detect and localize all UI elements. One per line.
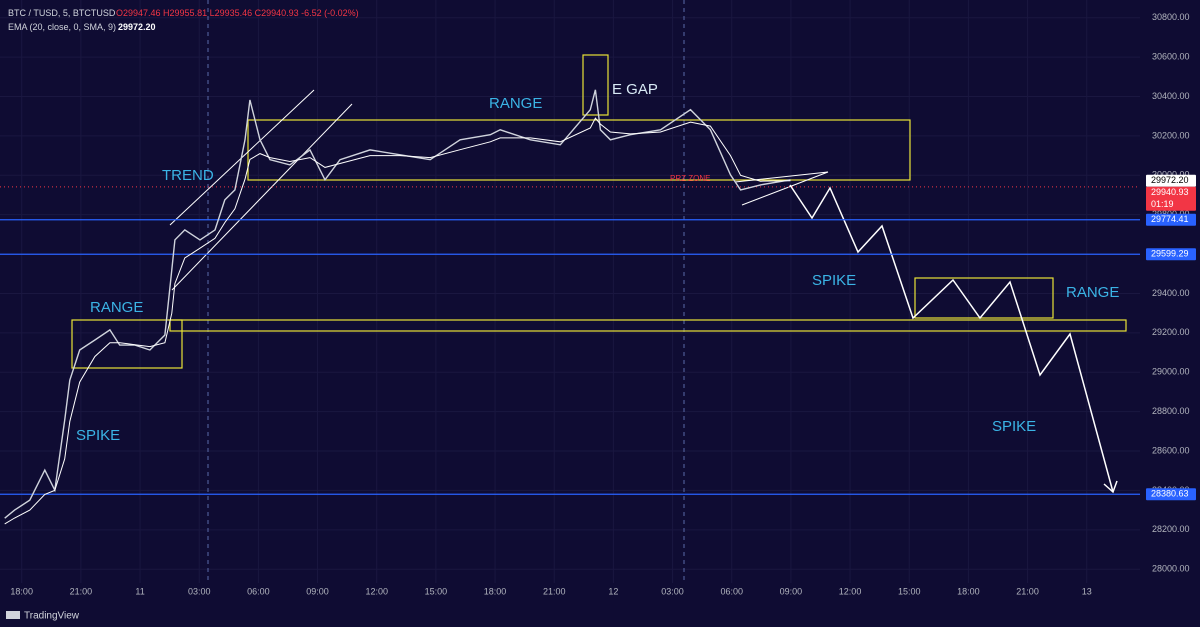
y-tick-label: 30400.00 <box>1152 91 1190 101</box>
level-label: 29599.29 <box>1151 249 1189 259</box>
x-tick-label: 09:00 <box>780 586 803 596</box>
y-tick-label: 28000.00 <box>1152 564 1190 574</box>
level-label-box <box>1146 488 1196 501</box>
level-label-box <box>1146 248 1196 261</box>
annotation: RANGE <box>489 95 542 112</box>
y-tick-label: 29200.00 <box>1152 327 1190 337</box>
x-tick-label: 18:00 <box>957 586 980 596</box>
y-tick-label: 30200.00 <box>1152 130 1190 140</box>
price-line <box>4 89 791 519</box>
triangle <box>734 171 829 206</box>
logo <box>6 611 20 619</box>
axes: 28000.0028200.0028400.0028600.0028800.00… <box>10 12 1196 596</box>
annotation: SPIKE <box>992 418 1036 435</box>
x-tick-label: 11 <box>135 586 144 596</box>
last-price-label: 29940.93 <box>1151 187 1189 197</box>
y-tick-label: 30600.00 <box>1152 51 1190 61</box>
indicator: EMA (20, close, 0, SMA, 9) <box>8 22 116 32</box>
y-tick-label: 29400.00 <box>1152 288 1190 298</box>
annotation: RANGE <box>1066 284 1119 301</box>
x-tick-label: 12:00 <box>365 586 388 596</box>
x-tick-label: 12:00 <box>839 586 862 596</box>
countdown: 01:19 <box>1151 199 1174 209</box>
x-tick-label: 13 <box>1082 586 1092 596</box>
price-axis <box>1140 0 1200 627</box>
zone-box <box>169 319 1127 332</box>
x-tick-label: 06:00 <box>247 586 270 596</box>
gap-box <box>582 54 609 116</box>
x-tick-label: 09:00 <box>306 586 329 596</box>
annotation: TREND <box>162 167 214 184</box>
level-label: 28380.63 <box>1151 489 1189 499</box>
x-tick-label: 15:00 <box>898 586 921 596</box>
x-tick-label: 06:00 <box>720 586 743 596</box>
y-tick-label: 28600.00 <box>1152 445 1190 455</box>
y-tick-label: 28200.00 <box>1152 524 1190 534</box>
channel-line <box>171 103 353 291</box>
brand: TradingView <box>24 611 80 622</box>
annotation: E GAP <box>612 81 658 98</box>
symbol: BTC / TUSD, 5, BTCTUSD <box>8 8 116 18</box>
level-label-box <box>1146 213 1196 226</box>
x-tick-label: 21:00 <box>543 586 566 596</box>
x-tick-label: 12 <box>608 586 618 596</box>
annotation: SPIKE <box>812 272 856 289</box>
level-label: 29774.41 <box>1151 214 1189 224</box>
y-tick-label: 28800.00 <box>1152 406 1190 416</box>
x-tick-label: 03:00 <box>661 586 684 596</box>
y-tick-label: 30800.00 <box>1152 12 1190 22</box>
annotation: RANGE <box>90 299 143 316</box>
range-box <box>71 319 183 369</box>
x-tick-label: 21:00 <box>70 586 93 596</box>
range-box <box>914 277 1054 319</box>
x-tick-label: 03:00 <box>188 586 211 596</box>
y-tick-label: 30000.00 <box>1152 170 1190 180</box>
x-tick-label: 18:00 <box>10 586 33 596</box>
range-box <box>247 119 911 181</box>
arrow-head <box>1103 480 1118 494</box>
drawings <box>71 54 1127 369</box>
ohlc: O29947.46 H29955.81 L29935.46 C29940.93 … <box>116 8 359 18</box>
x-tick-label: 15:00 <box>425 586 448 596</box>
projection-path <box>789 184 1114 493</box>
annotation: SPIKE <box>76 427 120 444</box>
price-line <box>4 117 791 525</box>
ema-label: 29972.20 <box>1151 175 1189 185</box>
last-price-box <box>1146 186 1196 211</box>
y-tick-label: 29000.00 <box>1152 367 1190 377</box>
indicator-value: 29972.20 <box>118 22 156 32</box>
plot: TREND RANGE SPIKE RANGE E GAP PRZ ZONE SPIKE RA… <box>0 81 1140 525</box>
x-tick-label: 21:00 <box>1016 586 1039 596</box>
ema-label-box <box>1146 174 1196 187</box>
annotation: PRZ ZONE <box>670 174 710 183</box>
x-tick-label: 18:00 <box>484 586 507 596</box>
